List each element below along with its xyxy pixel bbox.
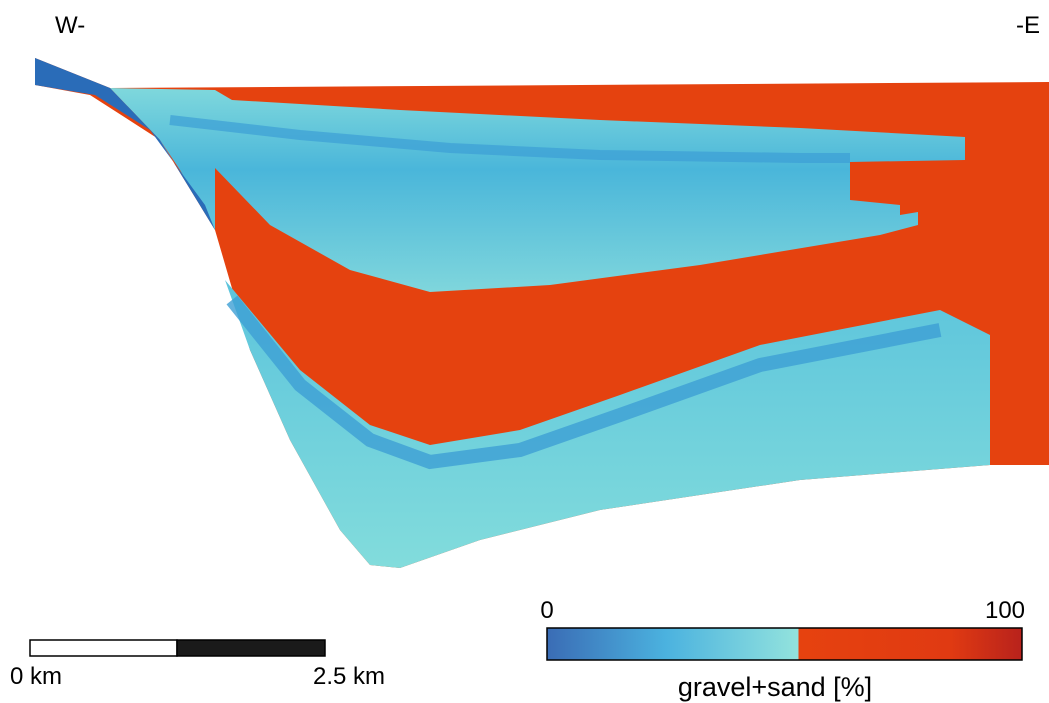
dark-stripe-upper xyxy=(169,115,850,163)
slope-wedge xyxy=(35,58,215,230)
scale-start: 0 km xyxy=(10,663,62,690)
scale-bar: 0 km 2.5 km xyxy=(10,639,385,690)
west-label: W- xyxy=(55,12,85,39)
scale-end: 2.5 km xyxy=(313,663,385,690)
scale-white xyxy=(29,639,178,657)
colorbar-gradient xyxy=(546,627,1023,661)
colorbar-title: gravel+sand [%] xyxy=(678,672,872,702)
east-label: -E xyxy=(1016,12,1040,39)
section-body xyxy=(35,58,1049,568)
colorbar-min: 0 xyxy=(540,597,553,624)
colorbar-max: 100 xyxy=(985,597,1025,624)
scale-black xyxy=(176,639,326,657)
colorbar: 0 100 gravel+sand [%] xyxy=(540,597,1025,702)
dark-stripe-lower xyxy=(226,295,942,470)
